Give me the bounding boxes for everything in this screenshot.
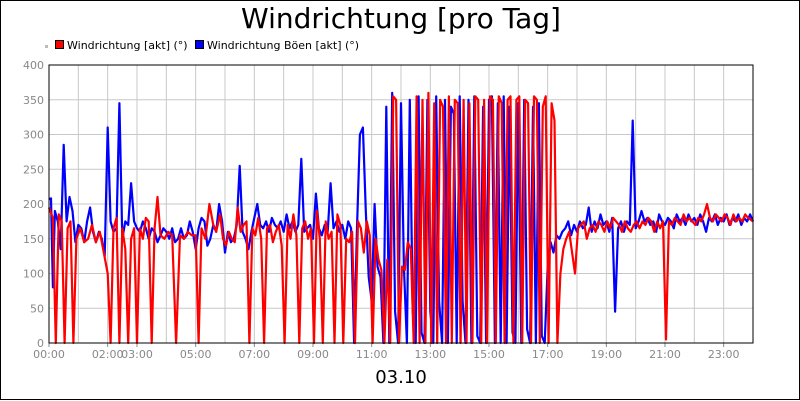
x-tick-label: 17:00 <box>532 348 564 361</box>
legend-label-wind-direction: Windrichtung [akt] (°) <box>67 39 188 52</box>
y-tick-label: 150 <box>23 233 44 246</box>
y-tick-label: 250 <box>23 163 44 176</box>
legend-swatch-blue <box>195 40 204 49</box>
x-tick-label: 03:00 <box>121 348 153 361</box>
x-tick-label: 15:00 <box>473 348 505 361</box>
y-tick-label: 200 <box>23 198 44 211</box>
legend-label-gust-direction: Windrichtung Böen [akt] (°) <box>207 39 360 52</box>
legend-marker-icon <box>45 45 48 48</box>
x-tick-label: 09:00 <box>297 348 329 361</box>
y-tick-label: 50 <box>30 302 44 315</box>
series-line-wind-direction <box>47 91 754 345</box>
x-tick-label: 11:00 <box>356 348 388 361</box>
x-tick-label: 05:00 <box>180 348 212 361</box>
legend-item-wind-direction: Windrichtung [akt] (°) <box>55 40 188 52</box>
chart-title: Windrichtung [pro Tag] <box>241 2 561 35</box>
y-tick-label: 100 <box>23 268 44 281</box>
x-tick-label: 07:00 <box>238 348 270 361</box>
x-tick-label: 19:00 <box>590 348 622 361</box>
x-tick-label: 23:00 <box>708 348 740 361</box>
legend-item-gust-direction: Windrichtung Böen [akt] (°) <box>195 40 359 52</box>
x-tick-label: 13:00 <box>414 348 446 361</box>
y-tick-label: 350 <box>23 94 44 107</box>
y-tick-label: 0 <box>37 337 44 350</box>
x-tick-label: 02:00 <box>92 348 124 361</box>
legend-swatch-red <box>55 40 64 49</box>
y-tick-label: 400 <box>23 59 44 72</box>
date-label: 03.10 <box>375 367 427 388</box>
x-tick-label: 21:00 <box>649 348 681 361</box>
y-tick-label: 300 <box>23 129 44 142</box>
x-tick-label: 00:00 <box>33 348 65 361</box>
series-line-gust-direction <box>48 91 755 345</box>
plot-border <box>48 64 754 344</box>
